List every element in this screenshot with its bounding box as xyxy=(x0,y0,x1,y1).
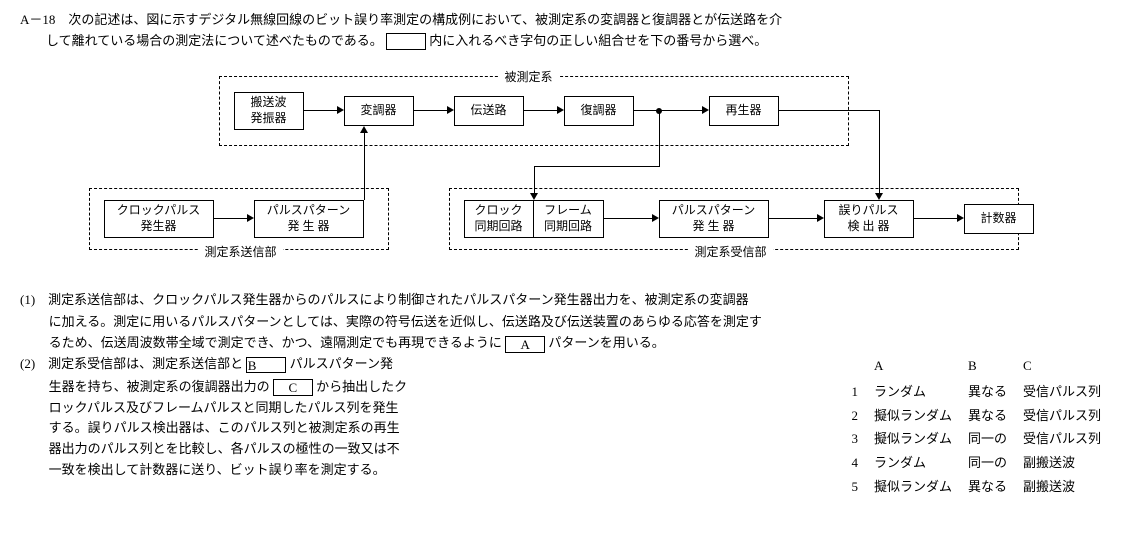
blank-box xyxy=(386,33,426,50)
arrow-head-icon xyxy=(702,106,709,114)
arrow-head-icon xyxy=(360,126,368,133)
arrow-head-icon xyxy=(337,106,344,114)
arrow xyxy=(659,111,660,166)
arrow xyxy=(769,218,817,219)
group-top-label: 被測定系 xyxy=(499,68,559,87)
choice-row: 4 ランダム 同一の 副搬送波 xyxy=(851,453,1115,475)
arrow xyxy=(364,133,365,200)
arrow-head-icon xyxy=(557,106,564,114)
node-clk-sync: クロック同期回路 xyxy=(464,200,534,238)
arrow xyxy=(879,110,880,193)
choice-row: 1 ランダム 異なる 受信パルス列 xyxy=(851,382,1115,404)
q-line1: 次の記述は、図に示すデジタル無線回線のビット誤り率測定の構成例において、被測定系… xyxy=(68,12,782,27)
node-carrier-osc: 搬送波発振器 xyxy=(234,92,304,130)
question-number: A－18 xyxy=(20,12,55,27)
choices-table: A B C 1 ランダム 異なる 受信パルス列 2 擬似ランダム 異なる 受信パ… xyxy=(849,354,1117,501)
q-line2a: して離れている場合の測定法について述べたものである。 xyxy=(46,33,383,48)
blank-C: C xyxy=(273,379,313,396)
node-clk-gen: クロックパルス発生器 xyxy=(104,200,214,238)
arrow-head-icon xyxy=(875,193,883,200)
node-counter: 計数器 xyxy=(964,204,1034,234)
arrow-head-icon xyxy=(447,106,454,114)
arrow-head-icon xyxy=(652,214,659,222)
body-text: (1) 測定系送信部は、クロックパルス発生器からのパルスにより制御されたパルスパ… xyxy=(20,290,1117,501)
arrow xyxy=(534,166,535,193)
question-text: A－18 次の記述は、図に示すデジタル無線回線のビット誤り率測定の構成例において… xyxy=(20,10,1117,52)
para2: (2) 測定系受信部は、測定系送信部と B パルスパターン発 生器を持ち、被測定… xyxy=(20,354,829,481)
arrow-head-icon xyxy=(817,214,824,222)
arrow xyxy=(534,166,660,167)
node-frame-sync: フレーム同期回路 xyxy=(534,200,604,238)
arrow-head-icon xyxy=(957,214,964,222)
group-br-label: 測定系受信部 xyxy=(689,243,773,262)
arrow-head-icon xyxy=(247,214,254,222)
arrow xyxy=(414,110,447,111)
arrow xyxy=(779,110,879,111)
node-modulator: 変調器 xyxy=(344,96,414,126)
para1: (1) 測定系送信部は、クロックパルス発生器からのパルスにより制御されたパルスパ… xyxy=(20,290,1117,311)
arrow xyxy=(914,218,957,219)
arrow xyxy=(304,110,337,111)
choice-row: 3 擬似ランダム 同一の 受信パルス列 xyxy=(851,429,1115,451)
arrow xyxy=(604,218,652,219)
node-transmission: 伝送路 xyxy=(454,96,524,126)
choice-row: 5 擬似ランダム 異なる 副搬送波 xyxy=(851,477,1115,499)
q-line2b: 内に入れるべき字句の正しい組合せを下の番号から選べ。 xyxy=(429,33,767,48)
arrow-head-icon xyxy=(530,193,538,200)
group-bl-label: 測定系送信部 xyxy=(199,243,283,262)
node-pat-gen1: パルスパターン発 生 器 xyxy=(254,200,364,238)
node-pat-gen2: パルスパターン発 生 器 xyxy=(659,200,769,238)
block-diagram: 被測定系 搬送波発振器 変調器 伝送路 復調器 再生器 測定系送信部 クロックパ… xyxy=(69,60,1069,280)
arrow xyxy=(524,110,557,111)
arrow xyxy=(214,218,247,219)
node-err-det: 誤りパルス検 出 器 xyxy=(824,200,914,238)
blank-A: A xyxy=(505,336,545,353)
blank-B: B xyxy=(246,357,286,374)
choice-row: 2 擬似ランダム 異なる 受信パルス列 xyxy=(851,406,1115,428)
node-regenerator: 再生器 xyxy=(709,96,779,126)
node-demodulator: 復調器 xyxy=(564,96,634,126)
choices-header: A B C xyxy=(851,356,1115,380)
arrow xyxy=(634,110,702,111)
